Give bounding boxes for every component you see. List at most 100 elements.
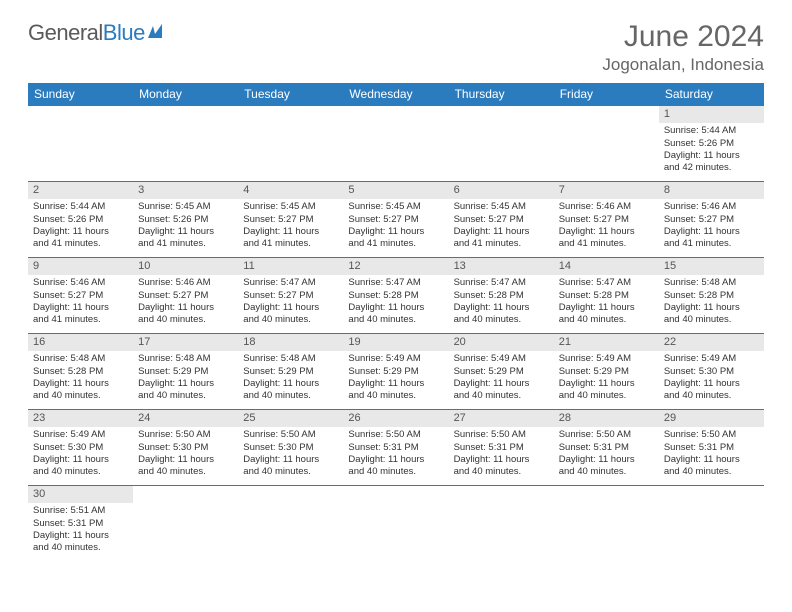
brand-part2: Blue bbox=[103, 20, 145, 46]
day-number: 17 bbox=[133, 334, 238, 351]
month-title: June 2024 bbox=[602, 20, 764, 53]
calendar-cell: 6Sunrise: 5:45 AMSunset: 5:27 PMDaylight… bbox=[449, 182, 554, 258]
day-number: 28 bbox=[554, 410, 659, 427]
day-number: 12 bbox=[343, 258, 448, 275]
day-number: 7 bbox=[554, 182, 659, 199]
calendar-cell: 2Sunrise: 5:44 AMSunset: 5:26 PMDaylight… bbox=[28, 182, 133, 258]
calendar-cell: 5Sunrise: 5:45 AMSunset: 5:27 PMDaylight… bbox=[343, 182, 448, 258]
day-number: 19 bbox=[343, 334, 448, 351]
day-details: Sunrise: 5:48 AMSunset: 5:28 PMDaylight:… bbox=[659, 275, 764, 329]
calendar-cell bbox=[133, 106, 238, 182]
day-number: 29 bbox=[659, 410, 764, 427]
calendar-cell: 29Sunrise: 5:50 AMSunset: 5:31 PMDayligh… bbox=[659, 410, 764, 486]
weekday-header: Sunday bbox=[28, 83, 133, 106]
calendar-cell: 4Sunrise: 5:45 AMSunset: 5:27 PMDaylight… bbox=[238, 182, 343, 258]
location-label: Jogonalan, Indonesia bbox=[602, 55, 764, 75]
calendar-cell bbox=[449, 486, 554, 562]
day-details: Sunrise: 5:44 AMSunset: 5:26 PMDaylight:… bbox=[659, 123, 764, 177]
day-number: 3 bbox=[133, 182, 238, 199]
day-details: Sunrise: 5:51 AMSunset: 5:31 PMDaylight:… bbox=[28, 503, 133, 557]
calendar-cell: 26Sunrise: 5:50 AMSunset: 5:31 PMDayligh… bbox=[343, 410, 448, 486]
day-details: Sunrise: 5:49 AMSunset: 5:29 PMDaylight:… bbox=[554, 351, 659, 405]
day-number: 9 bbox=[28, 258, 133, 275]
day-details: Sunrise: 5:48 AMSunset: 5:29 PMDaylight:… bbox=[238, 351, 343, 405]
day-number: 27 bbox=[449, 410, 554, 427]
calendar-cell bbox=[343, 486, 448, 562]
day-details: Sunrise: 5:50 AMSunset: 5:30 PMDaylight:… bbox=[133, 427, 238, 481]
day-details: Sunrise: 5:46 AMSunset: 5:27 PMDaylight:… bbox=[554, 199, 659, 253]
day-details: Sunrise: 5:47 AMSunset: 5:28 PMDaylight:… bbox=[554, 275, 659, 329]
day-details: Sunrise: 5:46 AMSunset: 5:27 PMDaylight:… bbox=[133, 275, 238, 329]
calendar-cell: 24Sunrise: 5:50 AMSunset: 5:30 PMDayligh… bbox=[133, 410, 238, 486]
day-number: 10 bbox=[133, 258, 238, 275]
calendar-cell: 20Sunrise: 5:49 AMSunset: 5:29 PMDayligh… bbox=[449, 334, 554, 410]
day-number: 4 bbox=[238, 182, 343, 199]
calendar-cell bbox=[343, 106, 448, 182]
calendar-cell bbox=[238, 486, 343, 562]
day-details: Sunrise: 5:48 AMSunset: 5:29 PMDaylight:… bbox=[133, 351, 238, 405]
calendar-cell: 19Sunrise: 5:49 AMSunset: 5:29 PMDayligh… bbox=[343, 334, 448, 410]
calendar-table: SundayMondayTuesdayWednesdayThursdayFrid… bbox=[28, 83, 764, 562]
calendar-cell bbox=[133, 486, 238, 562]
day-details: Sunrise: 5:46 AMSunset: 5:27 PMDaylight:… bbox=[28, 275, 133, 329]
weekday-header: Thursday bbox=[449, 83, 554, 106]
calendar-cell: 30Sunrise: 5:51 AMSunset: 5:31 PMDayligh… bbox=[28, 486, 133, 562]
day-details: Sunrise: 5:45 AMSunset: 5:27 PMDaylight:… bbox=[449, 199, 554, 253]
calendar-cell: 14Sunrise: 5:47 AMSunset: 5:28 PMDayligh… bbox=[554, 258, 659, 334]
day-number: 26 bbox=[343, 410, 448, 427]
calendar-cell: 25Sunrise: 5:50 AMSunset: 5:30 PMDayligh… bbox=[238, 410, 343, 486]
day-number: 20 bbox=[449, 334, 554, 351]
calendar-cell bbox=[554, 106, 659, 182]
day-number: 23 bbox=[28, 410, 133, 427]
day-details: Sunrise: 5:47 AMSunset: 5:27 PMDaylight:… bbox=[238, 275, 343, 329]
calendar-cell: 18Sunrise: 5:48 AMSunset: 5:29 PMDayligh… bbox=[238, 334, 343, 410]
calendar-cell: 1Sunrise: 5:44 AMSunset: 5:26 PMDaylight… bbox=[659, 106, 764, 182]
weekday-header: Wednesday bbox=[343, 83, 448, 106]
day-number: 1 bbox=[659, 106, 764, 123]
calendar-cell: 13Sunrise: 5:47 AMSunset: 5:28 PMDayligh… bbox=[449, 258, 554, 334]
weekday-header: Friday bbox=[554, 83, 659, 106]
day-number: 18 bbox=[238, 334, 343, 351]
day-details: Sunrise: 5:47 AMSunset: 5:28 PMDaylight:… bbox=[449, 275, 554, 329]
day-number: 15 bbox=[659, 258, 764, 275]
day-details: Sunrise: 5:50 AMSunset: 5:31 PMDaylight:… bbox=[449, 427, 554, 481]
day-details: Sunrise: 5:50 AMSunset: 5:31 PMDaylight:… bbox=[343, 427, 448, 481]
calendar-cell: 23Sunrise: 5:49 AMSunset: 5:30 PMDayligh… bbox=[28, 410, 133, 486]
day-details: Sunrise: 5:47 AMSunset: 5:28 PMDaylight:… bbox=[343, 275, 448, 329]
day-details: Sunrise: 5:44 AMSunset: 5:26 PMDaylight:… bbox=[28, 199, 133, 253]
calendar-cell bbox=[554, 486, 659, 562]
day-details: Sunrise: 5:50 AMSunset: 5:30 PMDaylight:… bbox=[238, 427, 343, 481]
flag-icon bbox=[148, 24, 168, 40]
brand-part1: General bbox=[28, 20, 103, 46]
weekday-header: Saturday bbox=[659, 83, 764, 106]
calendar-cell: 9Sunrise: 5:46 AMSunset: 5:27 PMDaylight… bbox=[28, 258, 133, 334]
day-number: 5 bbox=[343, 182, 448, 199]
calendar-cell: 11Sunrise: 5:47 AMSunset: 5:27 PMDayligh… bbox=[238, 258, 343, 334]
day-details: Sunrise: 5:48 AMSunset: 5:28 PMDaylight:… bbox=[28, 351, 133, 405]
day-number: 21 bbox=[554, 334, 659, 351]
calendar-cell: 27Sunrise: 5:50 AMSunset: 5:31 PMDayligh… bbox=[449, 410, 554, 486]
day-details: Sunrise: 5:45 AMSunset: 5:26 PMDaylight:… bbox=[133, 199, 238, 253]
day-details: Sunrise: 5:49 AMSunset: 5:30 PMDaylight:… bbox=[659, 351, 764, 405]
day-number: 6 bbox=[449, 182, 554, 199]
calendar-cell: 17Sunrise: 5:48 AMSunset: 5:29 PMDayligh… bbox=[133, 334, 238, 410]
calendar-cell: 10Sunrise: 5:46 AMSunset: 5:27 PMDayligh… bbox=[133, 258, 238, 334]
brand-logo: GeneralBlue bbox=[28, 20, 168, 46]
day-number: 8 bbox=[659, 182, 764, 199]
day-details: Sunrise: 5:50 AMSunset: 5:31 PMDaylight:… bbox=[554, 427, 659, 481]
day-details: Sunrise: 5:45 AMSunset: 5:27 PMDaylight:… bbox=[343, 199, 448, 253]
day-details: Sunrise: 5:50 AMSunset: 5:31 PMDaylight:… bbox=[659, 427, 764, 481]
calendar-cell: 21Sunrise: 5:49 AMSunset: 5:29 PMDayligh… bbox=[554, 334, 659, 410]
day-number: 16 bbox=[28, 334, 133, 351]
day-number: 2 bbox=[28, 182, 133, 199]
calendar-cell: 28Sunrise: 5:50 AMSunset: 5:31 PMDayligh… bbox=[554, 410, 659, 486]
calendar-cell: 8Sunrise: 5:46 AMSunset: 5:27 PMDaylight… bbox=[659, 182, 764, 258]
day-details: Sunrise: 5:46 AMSunset: 5:27 PMDaylight:… bbox=[659, 199, 764, 253]
calendar-cell: 15Sunrise: 5:48 AMSunset: 5:28 PMDayligh… bbox=[659, 258, 764, 334]
day-number: 24 bbox=[133, 410, 238, 427]
day-number: 13 bbox=[449, 258, 554, 275]
day-number: 11 bbox=[238, 258, 343, 275]
day-number: 30 bbox=[28, 486, 133, 503]
calendar-cell bbox=[659, 486, 764, 562]
day-number: 25 bbox=[238, 410, 343, 427]
